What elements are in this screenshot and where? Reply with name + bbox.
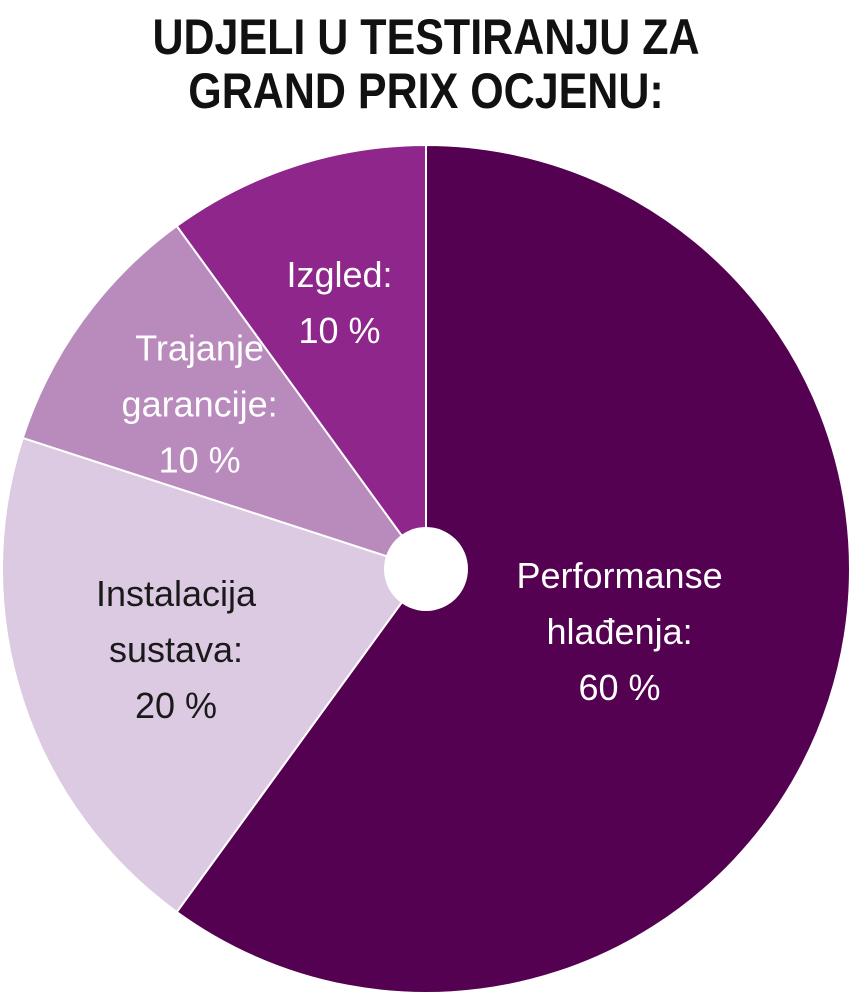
pie-slice-label: Izgled: 10 %	[286, 254, 392, 351]
pie-slice	[175, 144, 851, 994]
pie-slices	[1, 144, 851, 994]
pie-slice-label-line: 60 %	[579, 667, 661, 708]
chart-title-line-1: UDJELI U TESTIRANJU ZA	[152, 9, 700, 65]
pie-slice	[21, 224, 427, 570]
pie-labels: Performanse hlađenja: 60 % Instalacija susta…	[96, 254, 723, 726]
chart-title: UDJELI U TESTIRANJU ZA GRAND PRIX OCJENU…	[60, 10, 793, 118]
pie-slice-label-line: 10 %	[298, 310, 380, 351]
pie-slice-label: Instalacija sustava: 20 %	[96, 573, 257, 726]
pie-slice-label-line: garancije:	[122, 384, 278, 425]
chart-title-line-2: GRAND PRIX OCJENU:	[188, 63, 664, 119]
pie-center-hole	[384, 527, 468, 611]
pie-slice	[1, 436, 427, 914]
pie-slice-label-line: Performanse	[517, 555, 723, 596]
pie-slice-label-line: Trajanje	[135, 328, 264, 369]
pie-slice-label: Performanse hlađenja: 60 %	[517, 555, 723, 708]
pie-slice-label-line: Izgled:	[286, 254, 392, 295]
pie-slice-label-line: 10 %	[159, 440, 241, 481]
pie-slice-label-line: 20 %	[135, 685, 217, 726]
pie-slice	[175, 144, 427, 570]
pie-slice-label: Trajanje garancije: 10 %	[122, 328, 278, 481]
pie-slice-label-line: Instalacija	[96, 573, 257, 614]
pie-slice-label-line: sustava:	[109, 629, 243, 670]
pie-slice-label-line: hlađenja:	[546, 611, 692, 652]
